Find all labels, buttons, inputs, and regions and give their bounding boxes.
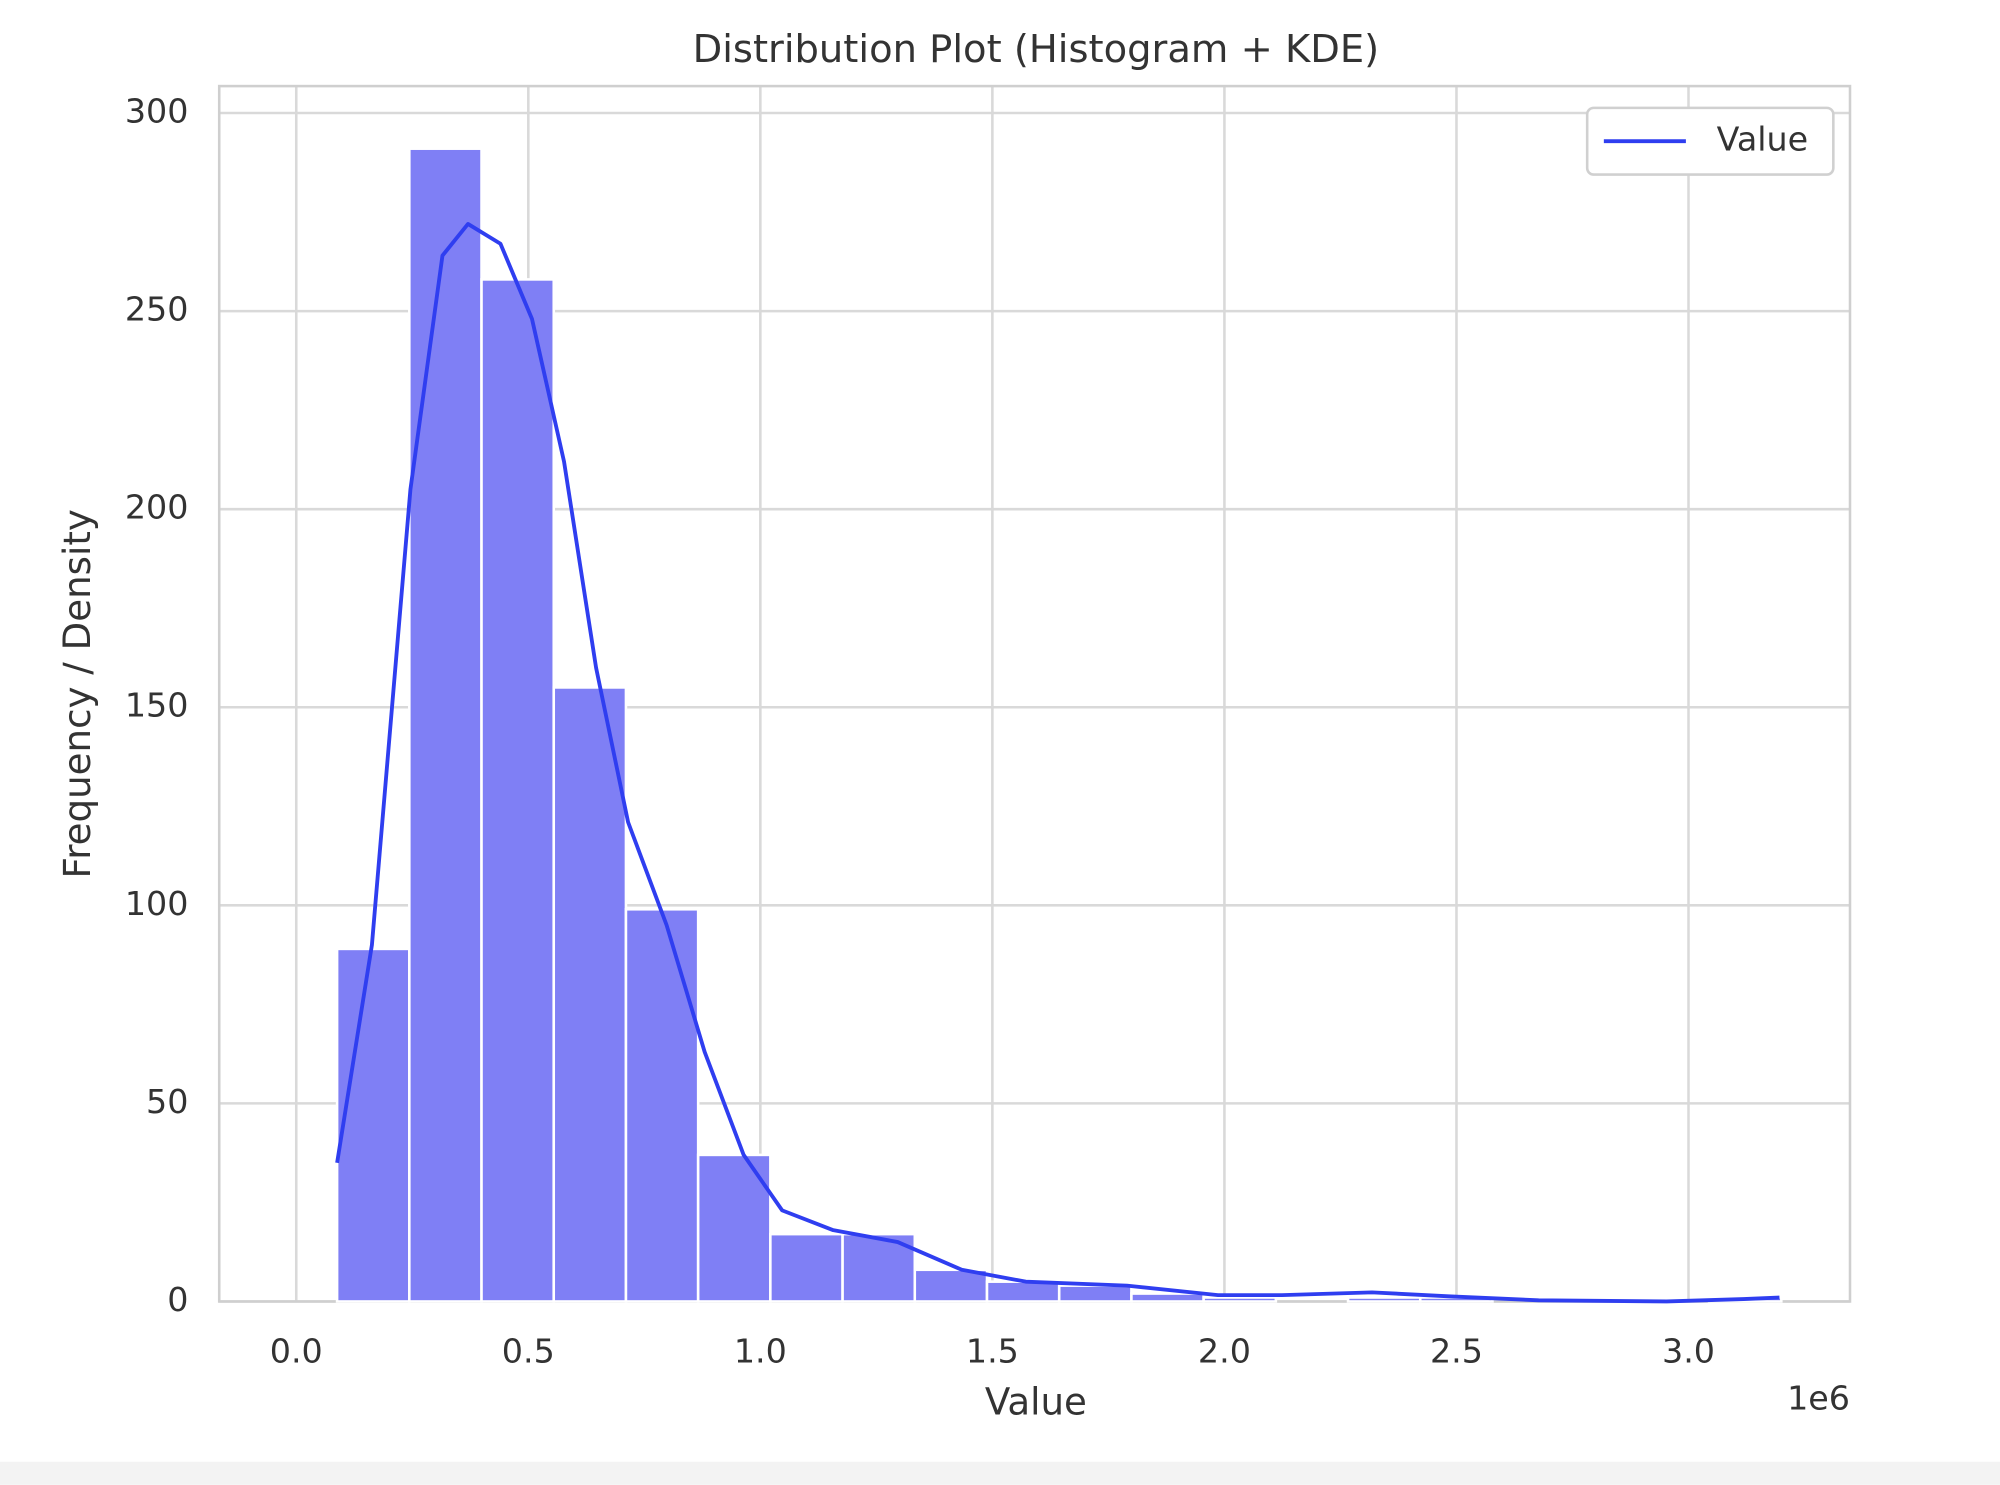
histogram-bar (335, 947, 411, 1303)
y-tick-label: 250 (125, 290, 189, 329)
histogram-bar (913, 1268, 989, 1303)
histogram-bar (1057, 1284, 1133, 1303)
x-tick-label: 1.0 (734, 1331, 787, 1370)
x-tick-label: 1.5 (966, 1331, 1019, 1370)
histogram-bar (480, 278, 556, 1303)
y-tick-label: 0 (167, 1280, 188, 1319)
legend-label: Value (1717, 120, 1809, 159)
y-tick-label: 100 (125, 884, 189, 923)
x-tick-label: 2.5 (1430, 1331, 1483, 1370)
histogram-bar (624, 908, 700, 1303)
x-tick-label: 0.0 (270, 1331, 323, 1370)
x-axis-label: Value (985, 1380, 1087, 1424)
histogram-bar (552, 686, 628, 1303)
histogram-bar (408, 147, 483, 1303)
x-tick-label: 0.5 (502, 1331, 555, 1370)
x-offset-label: 1e6 (1787, 1379, 1850, 1418)
y-tick-label: 300 (125, 92, 189, 131)
x-tick-label: 2.0 (1198, 1331, 1251, 1370)
histogram-bar (1130, 1292, 1205, 1303)
histogram-bar (1202, 1296, 1278, 1303)
x-tick-label: 3.0 (1662, 1331, 1715, 1370)
y-tick-label: 200 (125, 488, 189, 527)
kde-line (335, 222, 1780, 1304)
chart-title: Distribution Plot (Histogram + KDE) (693, 27, 1380, 72)
histogram-bar (985, 1280, 1061, 1303)
footer-strip (0, 1461, 2000, 1485)
histogram-bar (1346, 1296, 1422, 1303)
y-tick-label: 50 (146, 1082, 188, 1121)
legend-box (1585, 106, 1835, 176)
y-axis-label: Frequency / Density (55, 509, 99, 878)
histogram-bar (769, 1232, 844, 1303)
y-tick-label: 150 (125, 686, 189, 725)
